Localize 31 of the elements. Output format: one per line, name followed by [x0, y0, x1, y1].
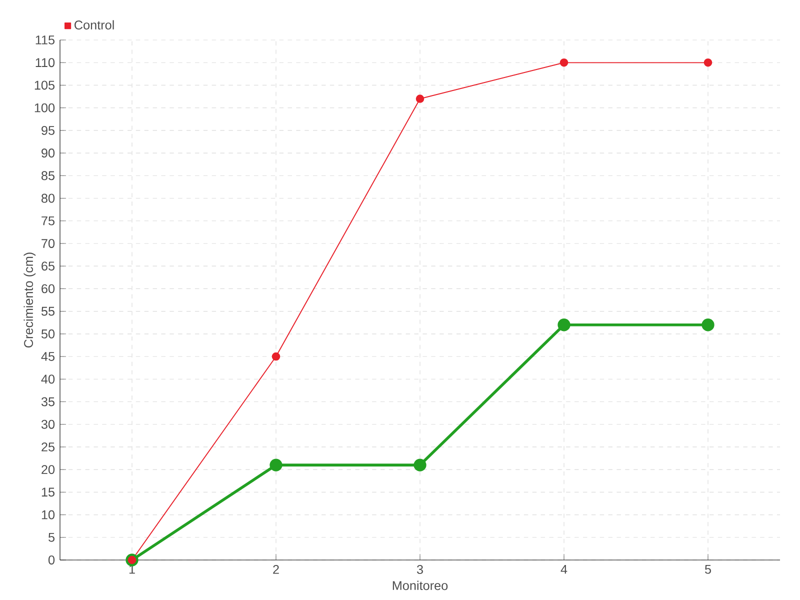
y-tick-label: 75 [42, 216, 54, 226]
y-tick-label: 5 [48, 532, 54, 542]
y-tick-label: 45 [41, 352, 54, 361]
y-tick-label: 35 [41, 397, 54, 406]
x-axis-title: Monitoreo [392, 580, 448, 590]
y-tick-label: 55 [41, 306, 54, 316]
y-tick-label: 30 [41, 420, 55, 429]
y-tick-label: 70 [42, 238, 55, 248]
x-tick-label: 2 [273, 564, 279, 574]
y-tick-label: 80 [42, 194, 55, 203]
y-tick-label: 110 [36, 58, 55, 68]
y-tick-label: 85 [42, 171, 54, 180]
x-tick-label: 3 [416, 564, 423, 574]
y-tick-label: 90 [42, 148, 55, 158]
y-tick-label: 25 [42, 442, 54, 452]
y-tick-label: 50 [41, 329, 55, 338]
x-tick-label: 5 [704, 564, 711, 574]
y-axis-title: Crecimiento (cm) [24, 252, 36, 348]
y-tick-label: 95 [42, 126, 54, 135]
y-tick-label: 60 [42, 284, 55, 294]
y-tick-label: 65 [42, 262, 54, 271]
y-tick-label: 115 [36, 36, 54, 44]
y-tick-label: 15 [42, 488, 54, 497]
legend-label: Control [74, 20, 114, 30]
y-tick-label: 105 [34, 80, 54, 90]
y-tick-label: 20 [42, 465, 55, 474]
y-tick-label: 0 [48, 556, 55, 564]
y-tick-label: 40 [41, 374, 55, 384]
x-tick-label: 4 [560, 564, 568, 574]
y-tick-label: 10 [42, 510, 55, 520]
y-tick-label: 100 [34, 103, 55, 112]
